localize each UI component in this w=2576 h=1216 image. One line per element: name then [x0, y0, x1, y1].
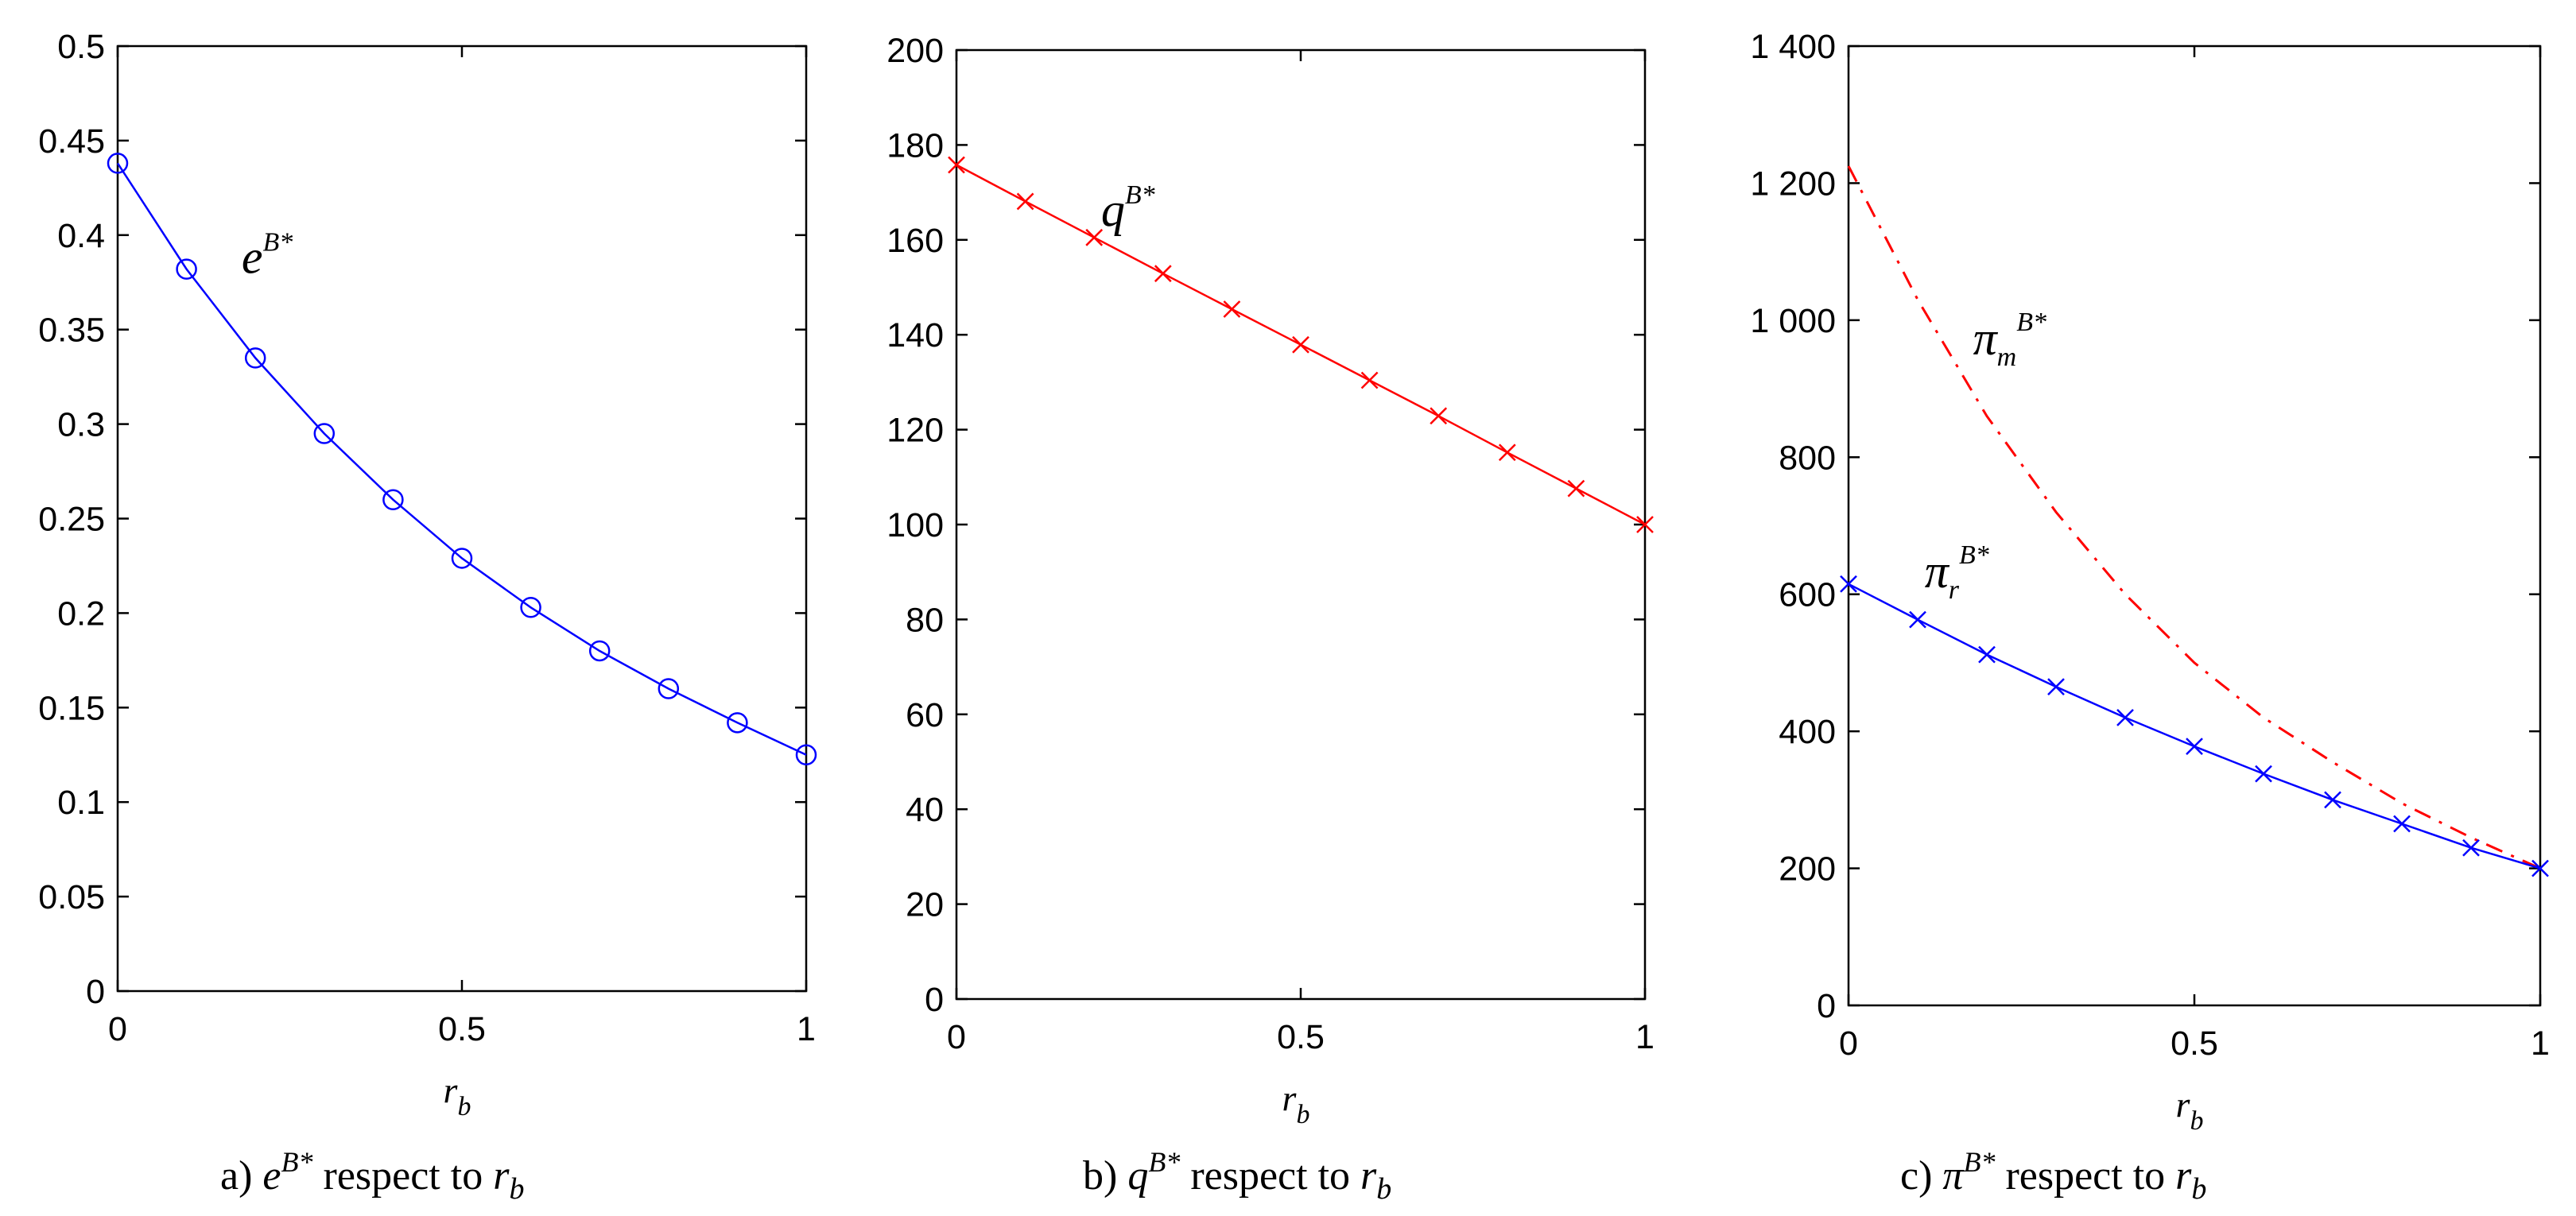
- x-axis-label: rb: [1282, 1078, 1310, 1129]
- x-axis-label: rb: [444, 1070, 471, 1121]
- y-tick-label: 0.05: [38, 878, 105, 916]
- y-tick-label: 1 200: [1750, 165, 1836, 203]
- data-point: [1978, 645, 1996, 664]
- data-point: [1292, 335, 1309, 354]
- x-tick-label: 1: [797, 1010, 816, 1048]
- y-tick-label: 600: [1779, 576, 1836, 614]
- y-tick-label: 0.4: [57, 217, 105, 255]
- data-point: [1430, 407, 1448, 425]
- data-point: [2324, 791, 2341, 809]
- data-point: [520, 597, 541, 618]
- y-tick-label: 400: [1779, 713, 1836, 751]
- y-tick-label: 0.25: [38, 501, 105, 539]
- data-point: [588, 640, 611, 662]
- data-point: [2462, 838, 2480, 857]
- y-tick-label: 1 000: [1750, 302, 1836, 340]
- x-tick-label: 0: [947, 1018, 966, 1056]
- y-tick-label: 0: [86, 973, 105, 1011]
- x-tick-label: 0: [108, 1010, 127, 1048]
- data-point: [451, 548, 473, 569]
- data-point: [107, 153, 129, 174]
- x-tick-label: 1: [1635, 1018, 1655, 1056]
- data-point: [2393, 815, 2411, 833]
- plot-frame: [116, 45, 808, 993]
- data-point: [382, 489, 404, 510]
- x-tick-label: 0.5: [438, 1010, 486, 1048]
- data-point: [658, 678, 680, 699]
- y-tick-label: 0.2: [57, 594, 105, 633]
- y-tick-label: 140: [886, 316, 944, 354]
- data-point: [1840, 575, 1857, 593]
- y-tick-label: 80: [906, 601, 944, 639]
- panel-caption: a) eB* respect to rb: [220, 1146, 524, 1206]
- data-point: [1016, 192, 1034, 211]
- y-tick-label: 60: [906, 696, 944, 734]
- y-tick-label: 180: [886, 126, 944, 165]
- panel-caption: b) qB* respect to rb: [1083, 1146, 1391, 1206]
- data-point: [795, 744, 817, 765]
- data-point: [1154, 265, 1172, 283]
- panel-caption: c) πB* respect to rb: [1900, 1146, 2206, 1206]
- y-tick-label: 0: [925, 981, 944, 1019]
- data-point: [1909, 610, 1926, 629]
- y-tick-label: 120: [886, 412, 944, 450]
- data-point: [727, 712, 748, 734]
- data-point: [1636, 516, 1654, 533]
- data-point: [1360, 371, 1379, 389]
- data-point: [2531, 859, 2549, 877]
- y-tick-label: 0.5: [57, 28, 105, 66]
- y-tick-label: 160: [886, 222, 944, 260]
- series-line-0: [1847, 165, 2541, 869]
- panel-a: 0 0.05 0.1 0.15 0.2 0.25 0.3 0.35 0.4 0.45 0.5 0 0.5…: [38, 28, 817, 1206]
- series-annotation: eB*: [242, 227, 293, 283]
- data-point: [1223, 300, 1241, 318]
- series-annotation: πmB*: [1973, 308, 2046, 372]
- y-tick-label: 200: [886, 32, 944, 70]
- y-tick-label: 100: [886, 506, 944, 544]
- y-tick-label: 200: [1779, 850, 1836, 889]
- y-tick-label: 40: [906, 791, 944, 829]
- y-tick-label: 0.35: [38, 312, 105, 350]
- data-point: [1085, 228, 1104, 246]
- data-point: [1567, 479, 1585, 498]
- panel-c: 0 200 400 600 800 1 000 1 200 1 400 0 0.5 1 rb πmB* π…: [1750, 28, 2550, 1206]
- data-point: [2186, 738, 2203, 755]
- data-point: [948, 156, 965, 174]
- series-annotation: πrB*: [1925, 540, 1989, 605]
- plot-frame: [955, 48, 1647, 1001]
- data-point: [176, 258, 197, 280]
- x-tick-label: 0.5: [2171, 1024, 2218, 1063]
- data-point: [2255, 765, 2272, 783]
- x-tick-label: 1: [2531, 1024, 2550, 1063]
- y-tick-label: 20: [906, 886, 944, 924]
- series-line-0: [116, 162, 807, 756]
- data-point: [244, 347, 266, 369]
- y-tick-label: 0.15: [38, 689, 105, 727]
- x-tick-label: 0: [1839, 1024, 1858, 1063]
- data-point: [313, 423, 336, 444]
- y-tick-label: 0: [1817, 987, 1836, 1025]
- data-point: [1498, 443, 1516, 462]
- data-point: [2116, 709, 2134, 726]
- y-tick-label: 0.45: [38, 122, 105, 161]
- y-tick-label: 1 400: [1750, 28, 1836, 66]
- series-line-1: [1848, 583, 2541, 869]
- x-tick-label: 0.5: [1277, 1018, 1325, 1056]
- x-axis-label: rb: [2176, 1084, 2204, 1136]
- data-point: [2047, 678, 2065, 695]
- y-tick-label: 0.1: [57, 784, 105, 822]
- panel-b: 0 20 40 60 80 100 120 140 160 180 200 0 0.5 1 rb qB* b) …: [886, 32, 1655, 1206]
- y-tick-label: 800: [1779, 439, 1836, 477]
- series-annotation: qB*: [1101, 180, 1155, 236]
- plot-frame: [1847, 45, 2542, 1007]
- y-tick-label: 0.3: [57, 406, 105, 444]
